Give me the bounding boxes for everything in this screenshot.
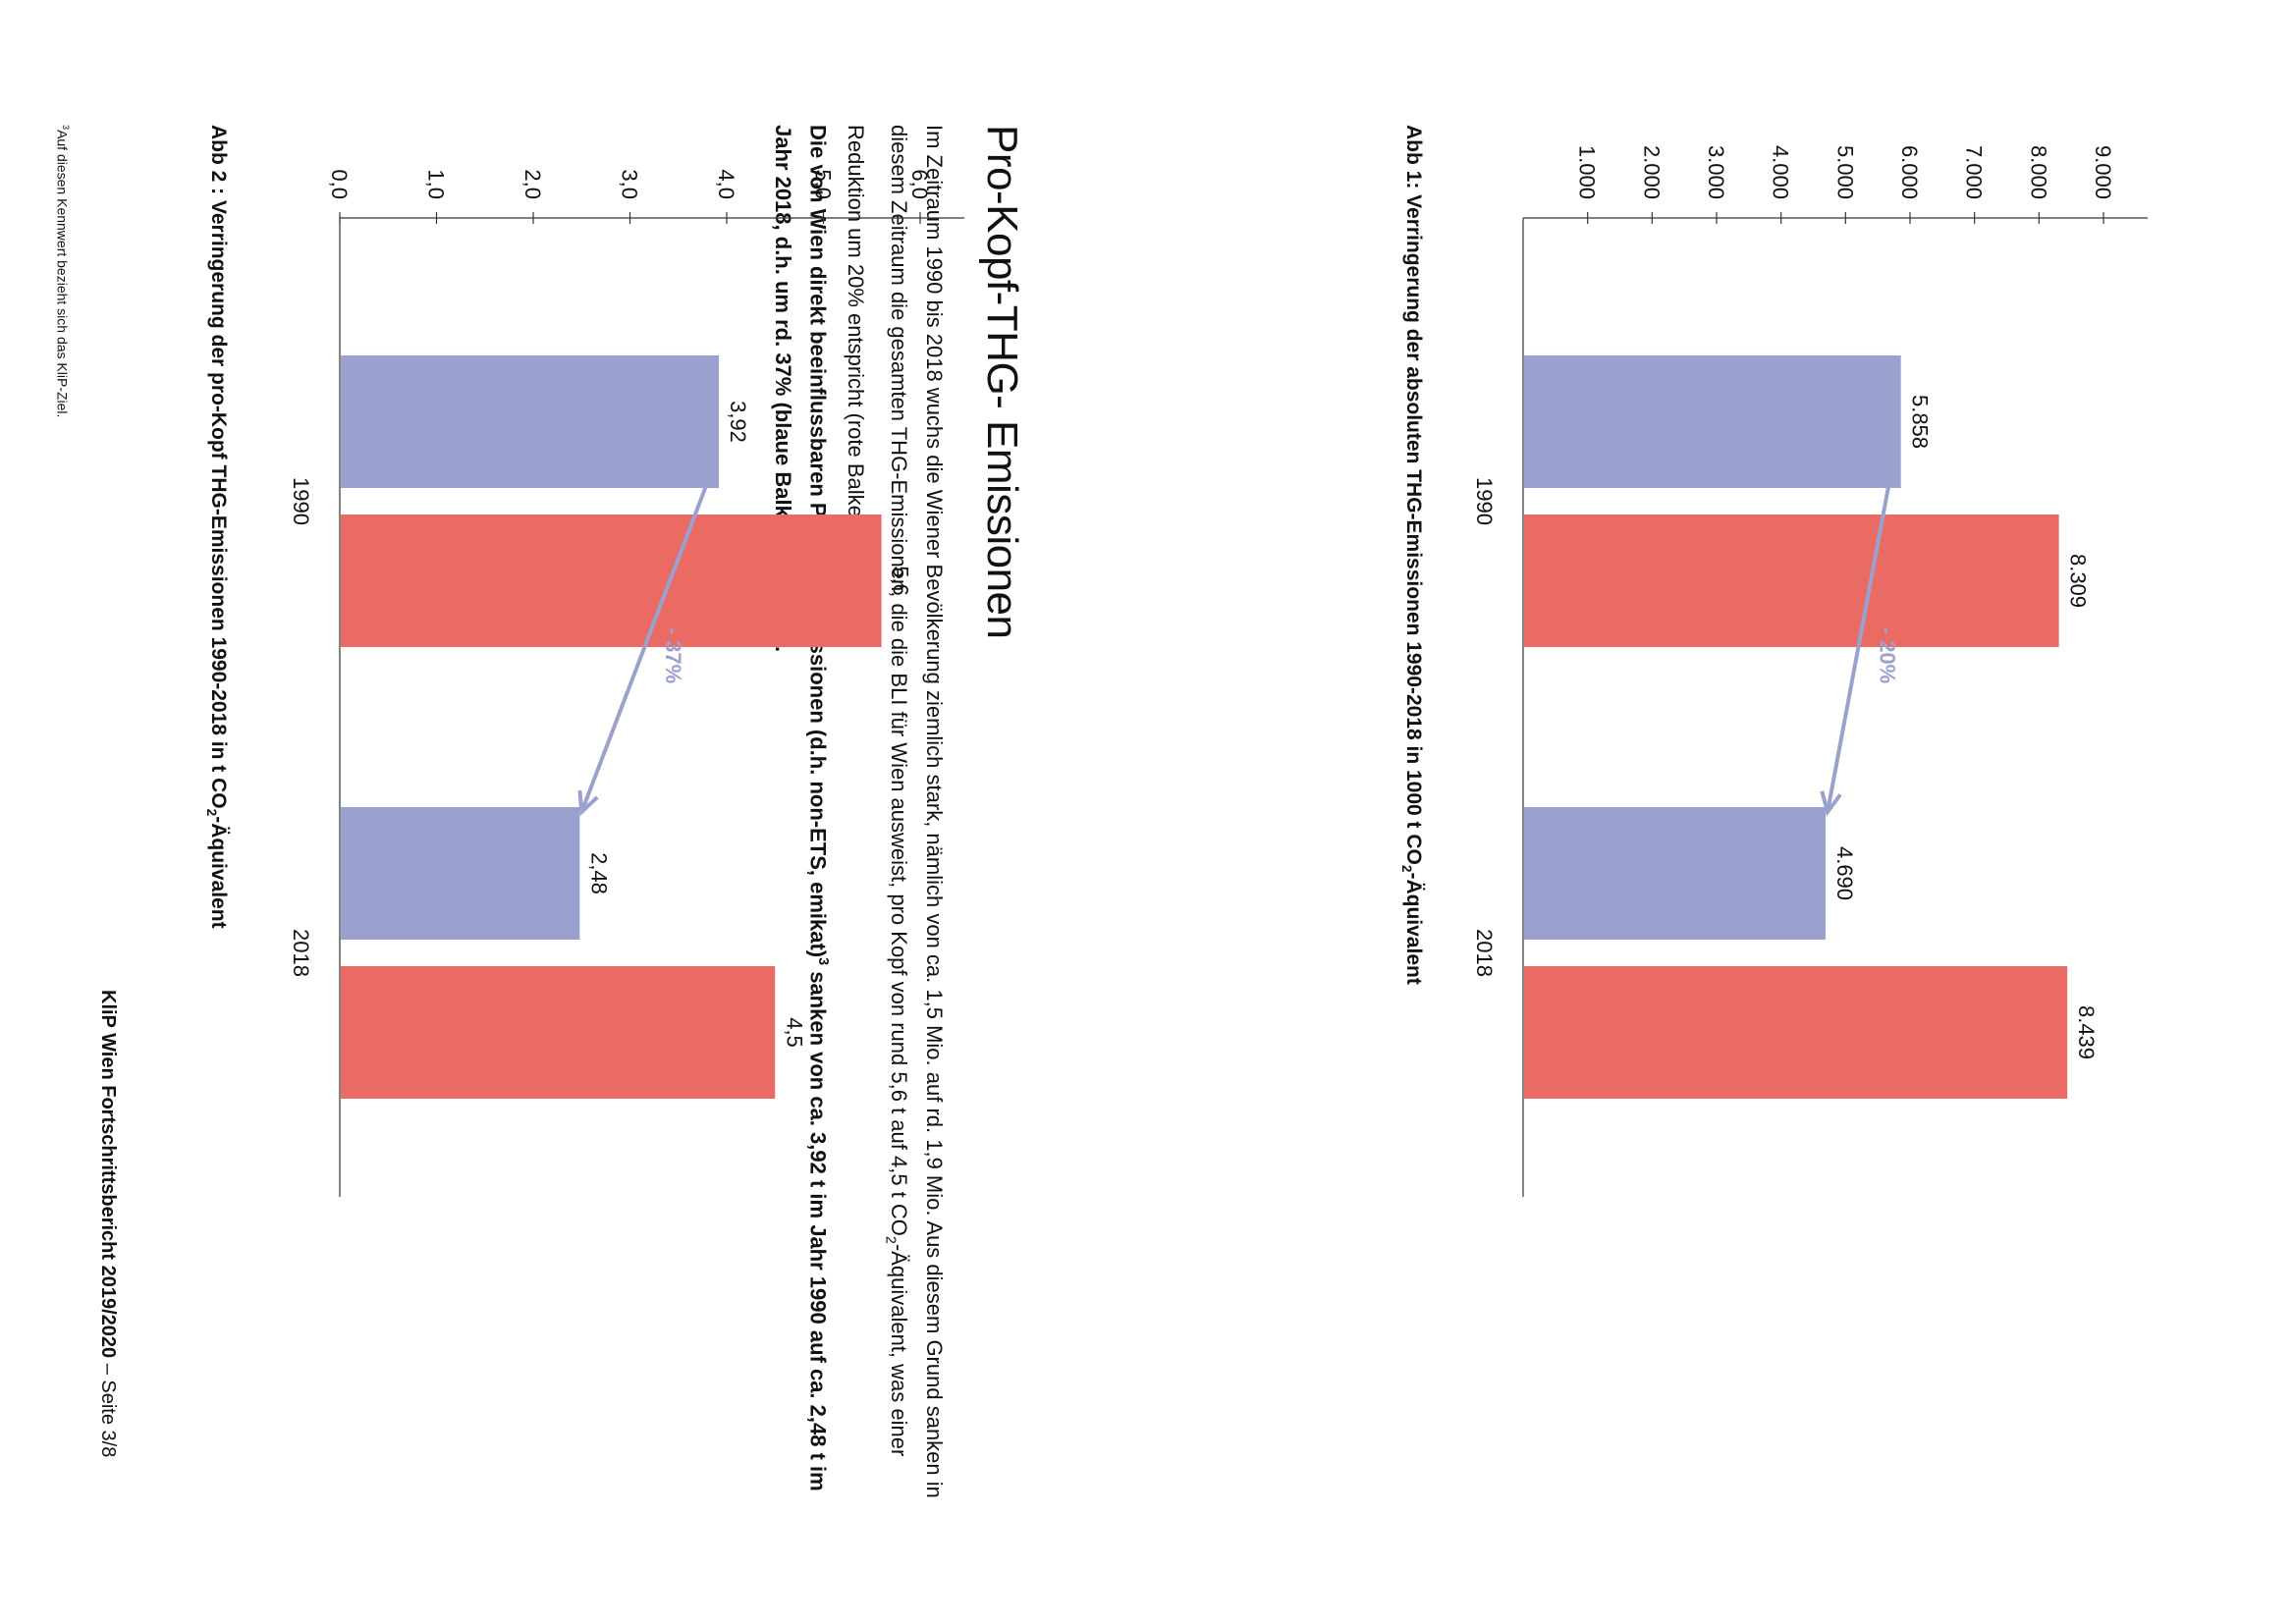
- y-tick-label: 2,0: [520, 169, 545, 199]
- arrow-head: [1820, 790, 1842, 817]
- page-number: – Seite 3/8: [97, 1363, 119, 1458]
- bar-value-label: 5.858: [1908, 395, 1933, 449]
- reduction-arrow: [579, 482, 709, 813]
- figure-2-caption: Abb 2 : Verringerung der pro-Kopf THG-Em…: [204, 125, 230, 929]
- y-tick-label: 4.000: [1769, 145, 1793, 199]
- y-tick-label: 6,0: [907, 169, 932, 199]
- y-tick-label: 8.000: [2026, 145, 2050, 199]
- chart-absolute-emissions: 1.000 2.000 3.000 4.000 5.000 6.000 7.000 8.000…: [1410, 125, 2196, 1205]
- bar-value-label: 8.439: [2074, 1005, 2099, 1059]
- bar-2018-per-capita: [341, 807, 580, 940]
- chart-per-capita-emissions: 0,0 1,0 2,0 3,0 4,0 5,0 6,0 3,92 5,6 1990 2,48 4,5 2…: [227, 125, 1012, 1205]
- bar-value-label: 2,48: [586, 852, 611, 894]
- bar-2018-total: [341, 966, 776, 1099]
- x-tick-label: 2018: [289, 929, 313, 977]
- y-tick-label: 5,0: [811, 169, 836, 199]
- page-header: KliP Wien Fortschrittsbericht 2019/2020 …: [96, 990, 119, 1457]
- bar-2018-total: [1523, 966, 2068, 1099]
- chart-absolute-svg: 1.000 2.000 3.000 4.000 5.000 6.000 7.000 8.000…: [1472, 145, 2148, 1197]
- reduction-arrow: [1826, 482, 1891, 813]
- y-tick-label: 5.000: [1832, 145, 1857, 199]
- bar-value-label: 8.309: [2066, 554, 2091, 608]
- y-tick-label: 6.000: [1897, 145, 1922, 199]
- y-tick-label: 3,0: [618, 169, 642, 199]
- y-tick-label: 1.000: [1575, 145, 1600, 199]
- figure-1-caption-main: Abb 1: Verringerung der absoluten THG-Em…: [1402, 125, 1425, 865]
- report-title: KliP Wien Fortschrittsbericht 2019/2020: [97, 990, 119, 1359]
- figure-1-caption: Abb 1: Verringerung der absoluten THG-Em…: [1399, 125, 1425, 985]
- y-tick-label: 4,0: [714, 169, 738, 199]
- x-tick-label: 1990: [1472, 477, 1497, 525]
- bar-value-label: 4,5: [782, 1017, 806, 1048]
- figure-2-caption-main: Abb 2 : Verringerung der pro-Kopf THG-Em…: [207, 125, 230, 809]
- bar-value-label: 4.690: [1832, 846, 1857, 900]
- y-tick-label: 7.000: [1962, 145, 1987, 199]
- footnote-text: Auf diesen Kennwert bezieht sich das Kli…: [54, 130, 71, 418]
- bar-value-label: 3,92: [726, 401, 750, 443]
- bar-value-label: 5,6: [889, 566, 913, 596]
- bar-1990-per-capita: [1524, 355, 1901, 488]
- figure-1-caption-end: -Äquivalent: [1402, 872, 1425, 985]
- y-tick-label: 9.000: [2091, 145, 2115, 199]
- footnote: 3Auf diesen Kennwert bezieht sich das Kl…: [54, 125, 71, 417]
- x-tick-label: 1990: [289, 477, 313, 525]
- chart-per-capita-svg: 0,0 1,0 2,0 3,0 4,0 5,0 6,0 3,92 5,6 1990 2,48 4,5 2…: [289, 169, 964, 1197]
- bar-1990-per-capita: [341, 355, 720, 488]
- y-tick-label: 2.000: [1639, 145, 1664, 199]
- arrow-head: [577, 789, 599, 817]
- figure-2-caption-end: -Äquivalent: [207, 816, 230, 929]
- bar-1990-total: [341, 514, 882, 647]
- bar-2018-per-capita: [1524, 807, 1826, 940]
- y-tick-label: 1,0: [424, 169, 449, 199]
- y-tick-label: 3.000: [1704, 145, 1728, 199]
- paragraph-1-sub: 2: [882, 1235, 899, 1244]
- bar-1990-total: [1524, 514, 2059, 647]
- reduction-label: - 20%: [1875, 627, 1899, 683]
- y-tick-label: 0,0: [327, 169, 352, 199]
- x-tick-label: 2018: [1472, 929, 1497, 977]
- reduction-label: - 37%: [661, 627, 685, 683]
